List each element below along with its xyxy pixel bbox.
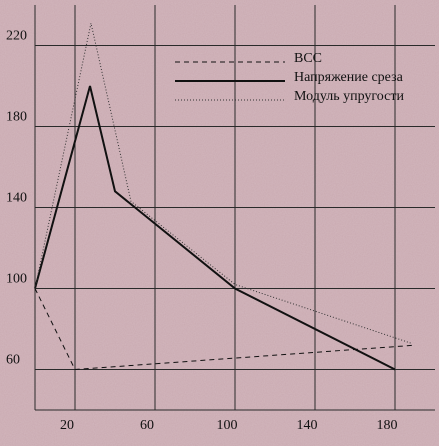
x-tick-label: 20 bbox=[60, 418, 74, 433]
y-tick-label: 180 bbox=[6, 110, 27, 125]
legend-label: Модуль упругости bbox=[294, 89, 404, 104]
legend-label: ВСС bbox=[294, 51, 322, 66]
series-line bbox=[34, 288, 416, 371]
series-line bbox=[34, 23, 412, 344]
x-tick-label: 60 bbox=[140, 418, 154, 433]
series-line bbox=[34, 85, 396, 371]
x-tick-label: 140 bbox=[297, 418, 318, 433]
y-tick-label: 60 bbox=[6, 353, 20, 368]
y-tick-label: 100 bbox=[6, 272, 27, 287]
x-tick-label: 180 bbox=[377, 418, 398, 433]
y-tick-label: 140 bbox=[6, 191, 27, 206]
legend-label: Напряжение среза bbox=[294, 70, 404, 85]
y-tick-label: 220 bbox=[6, 29, 27, 44]
x-tick-label: 100 bbox=[217, 418, 238, 433]
